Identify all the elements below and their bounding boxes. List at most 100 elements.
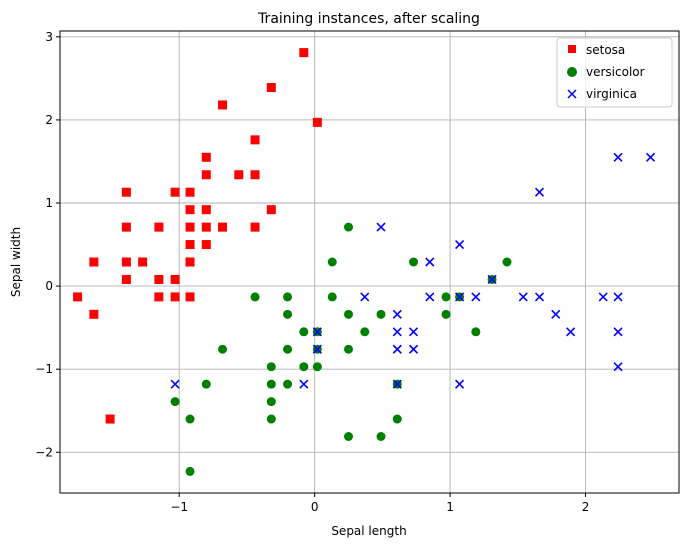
setosa-point: [218, 222, 228, 232]
versicolor-point: [266, 397, 276, 407]
versicolor-point: [266, 362, 276, 372]
versicolor-point: [312, 362, 322, 372]
y-tick-label: 2: [45, 113, 53, 127]
virginica-point: [613, 327, 623, 337]
versicolor-point: [185, 414, 195, 424]
setosa-point: [121, 274, 131, 284]
virginica-point: [645, 152, 656, 162]
versicolor-point: [441, 292, 451, 302]
y-tick-label: −2: [35, 445, 53, 459]
legend-box: [556, 37, 673, 108]
virginica-point: [518, 292, 528, 302]
legend-label-versicolor: versicolor: [586, 65, 645, 79]
y-tick-label: 0: [45, 279, 53, 293]
data-points: [73, 48, 656, 476]
setosa-point: [154, 222, 164, 232]
legend-label-virginica: virginica: [586, 87, 637, 101]
virginica-point: [408, 327, 419, 337]
x-axis-ticks: −1 0 1 2: [170, 493, 589, 514]
setosa-point: [201, 222, 211, 232]
versicolor-point: [185, 466, 195, 476]
setosa-point: [138, 257, 148, 267]
legend: setosa versicolor virginica: [556, 37, 673, 108]
x-tick-label: 2: [582, 500, 590, 514]
setosa-point: [121, 257, 131, 267]
plot-frame: [59, 30, 680, 494]
y-tick-label: 3: [45, 30, 53, 44]
legend-marker-virginica: [567, 89, 577, 99]
setosa-point: [201, 205, 211, 215]
virginica-point: [566, 327, 576, 337]
virginica-point: [360, 292, 370, 302]
versicolor-point: [327, 292, 337, 302]
setosa-point: [185, 222, 195, 232]
y-axis-ticks: −2 −1 0 1 2 3: [35, 30, 60, 459]
virginica-point: [551, 309, 561, 319]
virginica-point: [613, 292, 623, 302]
virginica-point: [455, 379, 465, 389]
setosa-point: [185, 187, 195, 197]
virginica-point: [487, 274, 497, 285]
setosa-point: [185, 257, 195, 267]
virginica-point: [613, 362, 623, 372]
versicolor-point: [327, 257, 337, 267]
virginica-point: [299, 379, 309, 389]
virginica-point: [392, 327, 402, 337]
versicolor-point: [283, 309, 293, 319]
setosa-point: [201, 240, 211, 250]
versicolor-point: [201, 379, 211, 389]
setosa-point: [105, 414, 115, 424]
virginica-point: [392, 344, 402, 354]
versicolor-point: [283, 379, 293, 389]
virginica-point: [534, 187, 545, 197]
setosa-point: [170, 187, 180, 197]
versicolor-point: [344, 431, 354, 441]
grid: [60, 31, 679, 493]
versicolor-point: [170, 397, 180, 407]
setosa-point: [185, 205, 195, 215]
y-tick-label: 1: [45, 196, 53, 210]
virginica-point: [312, 327, 322, 337]
legend-marker-versicolor: [567, 67, 577, 77]
setosa-point: [89, 257, 99, 267]
virginica-point: [534, 292, 545, 302]
setosa-point: [250, 222, 260, 232]
virginica-point: [408, 344, 419, 354]
virginica-point: [613, 152, 623, 162]
series-virginica: [170, 152, 656, 389]
virginica-point: [392, 379, 402, 389]
setosa-point: [185, 240, 195, 250]
versicolor-point: [471, 327, 481, 337]
versicolor-point: [250, 292, 260, 302]
x-axis-label: Sepal length: [331, 524, 406, 538]
virginica-point: [312, 344, 322, 354]
setosa-point: [121, 187, 131, 197]
versicolor-point: [376, 431, 386, 441]
setosa-point: [170, 292, 180, 302]
setosa-point: [185, 292, 195, 302]
setosa-point: [201, 170, 211, 180]
setosa-point: [250, 135, 260, 145]
x-tick-label: −1: [170, 500, 188, 514]
setosa-point: [201, 152, 211, 162]
virginica-point: [392, 309, 402, 319]
versicolor-point: [344, 344, 354, 354]
versicolor-point: [344, 309, 354, 319]
versicolor-point: [392, 414, 402, 424]
versicolor-point: [283, 344, 293, 354]
setosa-point: [73, 292, 83, 302]
x-tick-label: 0: [311, 500, 319, 514]
versicolor-point: [376, 309, 386, 319]
versicolor-point: [283, 292, 293, 302]
virginica-point: [170, 379, 180, 389]
setosa-point: [121, 222, 131, 232]
virginica-point: [598, 292, 608, 302]
legend-label-setosa: setosa: [586, 43, 625, 57]
versicolor-point: [441, 309, 451, 319]
series-setosa: [73, 48, 322, 424]
virginica-point: [376, 222, 386, 232]
virginica-point: [425, 257, 435, 267]
virginica-point: [455, 292, 465, 302]
versicolor-point: [266, 379, 276, 389]
